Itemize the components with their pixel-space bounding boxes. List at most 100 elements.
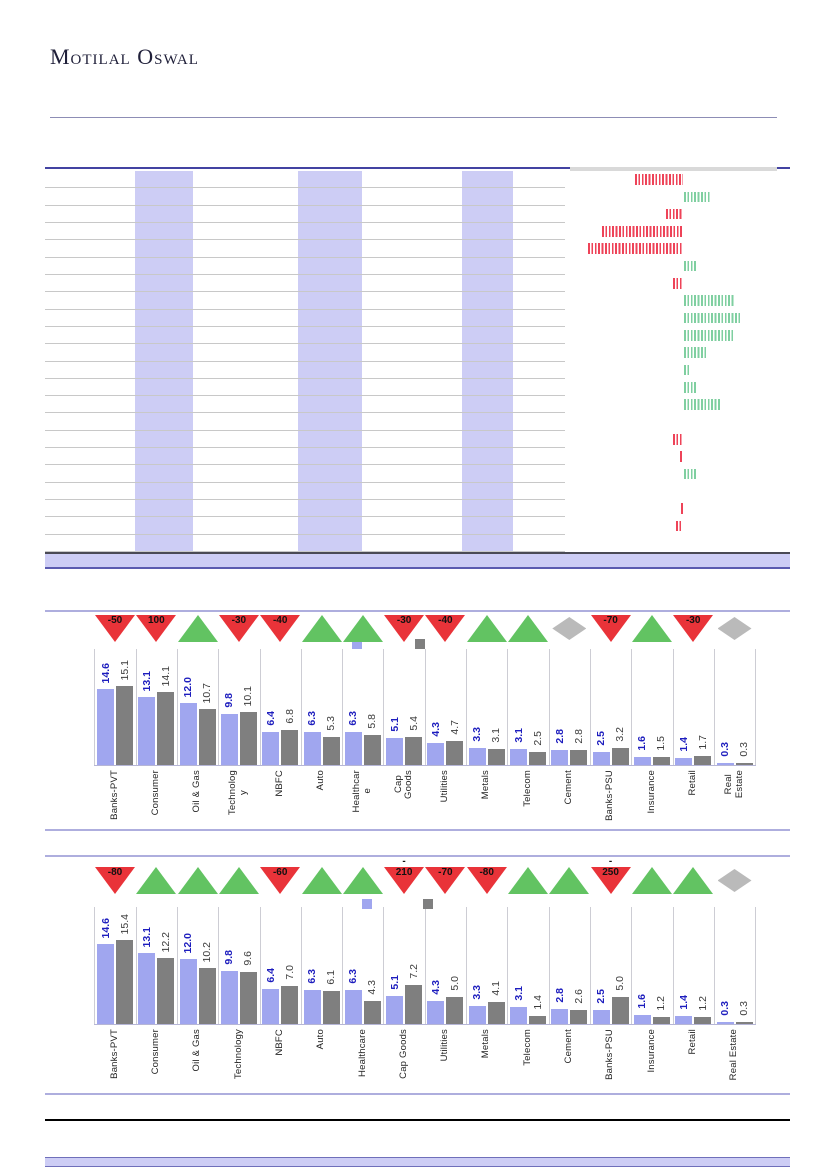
bar-gray <box>405 985 423 1024</box>
table-row <box>45 379 565 397</box>
table-row <box>45 465 565 483</box>
value-label-blue: 12.0 <box>180 677 197 697</box>
value-text: 14.6 <box>99 917 112 938</box>
separator-line <box>135 649 137 765</box>
value-label-gray: 5.4 <box>405 716 422 731</box>
bar-gray <box>198 709 216 765</box>
down-triangle-icon <box>425 867 466 894</box>
value-label-blue: 12.0 <box>180 933 197 953</box>
bar-gray <box>322 737 340 765</box>
table-footer-band <box>45 552 790 569</box>
down-triangle-icon <box>590 615 631 642</box>
value-label-gray: 5.8 <box>364 714 381 729</box>
bar-blue <box>468 748 486 765</box>
value-text: 4.3 <box>366 980 379 995</box>
value-label-blue: 6.3 <box>304 711 321 726</box>
bar-blue <box>551 750 569 765</box>
value-label-blue: 13.1 <box>138 927 155 947</box>
bar-blue <box>675 1016 693 1024</box>
indicator <box>715 867 755 895</box>
value-text: 15.1 <box>118 659 131 680</box>
category-text: Banks-PVT <box>108 770 120 820</box>
separator-line <box>176 649 178 765</box>
indicator <box>549 867 590 895</box>
value-text: 14.6 <box>99 662 112 683</box>
category-text: Goods <box>403 770 415 799</box>
value-text: 9.8 <box>223 950 236 965</box>
down-triangle-icon <box>95 615 135 642</box>
indicator <box>177 867 218 895</box>
bar-blue <box>427 743 445 765</box>
bar-gray <box>735 763 753 765</box>
category-text: Banks-PVT <box>108 1029 120 1079</box>
value-text: 1.5 <box>655 736 668 751</box>
bar-gray <box>157 958 175 1024</box>
bar-gray <box>281 730 299 765</box>
separator-line <box>176 907 178 1024</box>
down-triangle-icon <box>95 867 135 894</box>
indicator <box>136 867 177 895</box>
indicator-label: -30 <box>231 615 247 626</box>
bar-gray <box>694 1017 712 1024</box>
indicator: 210- <box>384 857 425 895</box>
value-text: 5.8 <box>366 714 379 729</box>
up-triangle-icon <box>177 867 218 894</box>
indicator <box>342 615 383 643</box>
category-label: Real Estate <box>709 770 761 798</box>
table-hatch-bar <box>684 468 697 480</box>
value-label-gray: 1.2 <box>653 996 670 1011</box>
value-label-gray: 12.2 <box>157 932 174 952</box>
value-text: 15.4 <box>118 913 131 934</box>
table-row <box>45 206 565 223</box>
value-text: 13.1 <box>140 926 153 947</box>
value-text: 4.7 <box>448 720 461 735</box>
value-label-gray: 10.2 <box>199 942 216 962</box>
bar-gray <box>611 997 629 1024</box>
bar-gray <box>363 735 381 765</box>
up-triangle-icon <box>549 867 590 894</box>
bar-blue <box>675 758 693 765</box>
category-text: Oil & Gas <box>191 1029 203 1072</box>
down-triangle-icon <box>466 867 507 894</box>
bar-blue <box>386 738 404 765</box>
table-row <box>45 362 565 379</box>
value-text: 4.3 <box>429 722 442 737</box>
separator-line <box>424 907 426 1024</box>
indicator: -30 <box>218 615 259 643</box>
table-hatch-bar <box>684 364 690 376</box>
separator-line <box>300 907 302 1024</box>
indicator <box>508 615 548 643</box>
value-text: 1.7 <box>696 735 709 750</box>
up-triangle-icon <box>177 615 218 642</box>
table-row <box>45 413 565 431</box>
category-text: Cement <box>563 770 575 805</box>
category-text: Healthcare <box>356 1029 368 1077</box>
table-hatch-bar <box>684 295 735 306</box>
up-triangle-icon <box>508 867 548 894</box>
header-rule <box>50 117 777 118</box>
down-triangle-icon <box>218 615 259 642</box>
down-triangle-icon <box>384 867 425 894</box>
bar-blue <box>138 953 156 1024</box>
indicator-label: -40 <box>272 615 288 626</box>
value-text: 2.5 <box>531 731 544 746</box>
category-text: y <box>237 790 249 796</box>
table-row <box>45 310 565 327</box>
value-label-blue: 3.3 <box>469 985 486 1000</box>
value-label-blue: 3.1 <box>510 728 527 743</box>
category-text: Cap Goods <box>397 1029 409 1079</box>
bar-blue <box>344 990 362 1024</box>
sector-bar-chart-1: -50 14.6 15.1 Banks-PVT 100 13.1 14.1 Consumer 1… <box>45 610 790 831</box>
separator-line <box>713 907 715 1024</box>
value-text: 9.6 <box>242 951 255 966</box>
indicator: -60 <box>260 867 301 895</box>
bar-blue <box>427 1001 445 1024</box>
value-label-blue: 5.1 <box>386 717 403 732</box>
value-text: 2.5 <box>595 731 608 746</box>
table-row <box>45 258 565 275</box>
separator-line <box>466 907 468 1024</box>
indicator: -80 <box>466 867 507 895</box>
bar-gray <box>198 968 216 1024</box>
indicator <box>301 615 342 643</box>
indicator-label: -30 <box>685 615 701 626</box>
